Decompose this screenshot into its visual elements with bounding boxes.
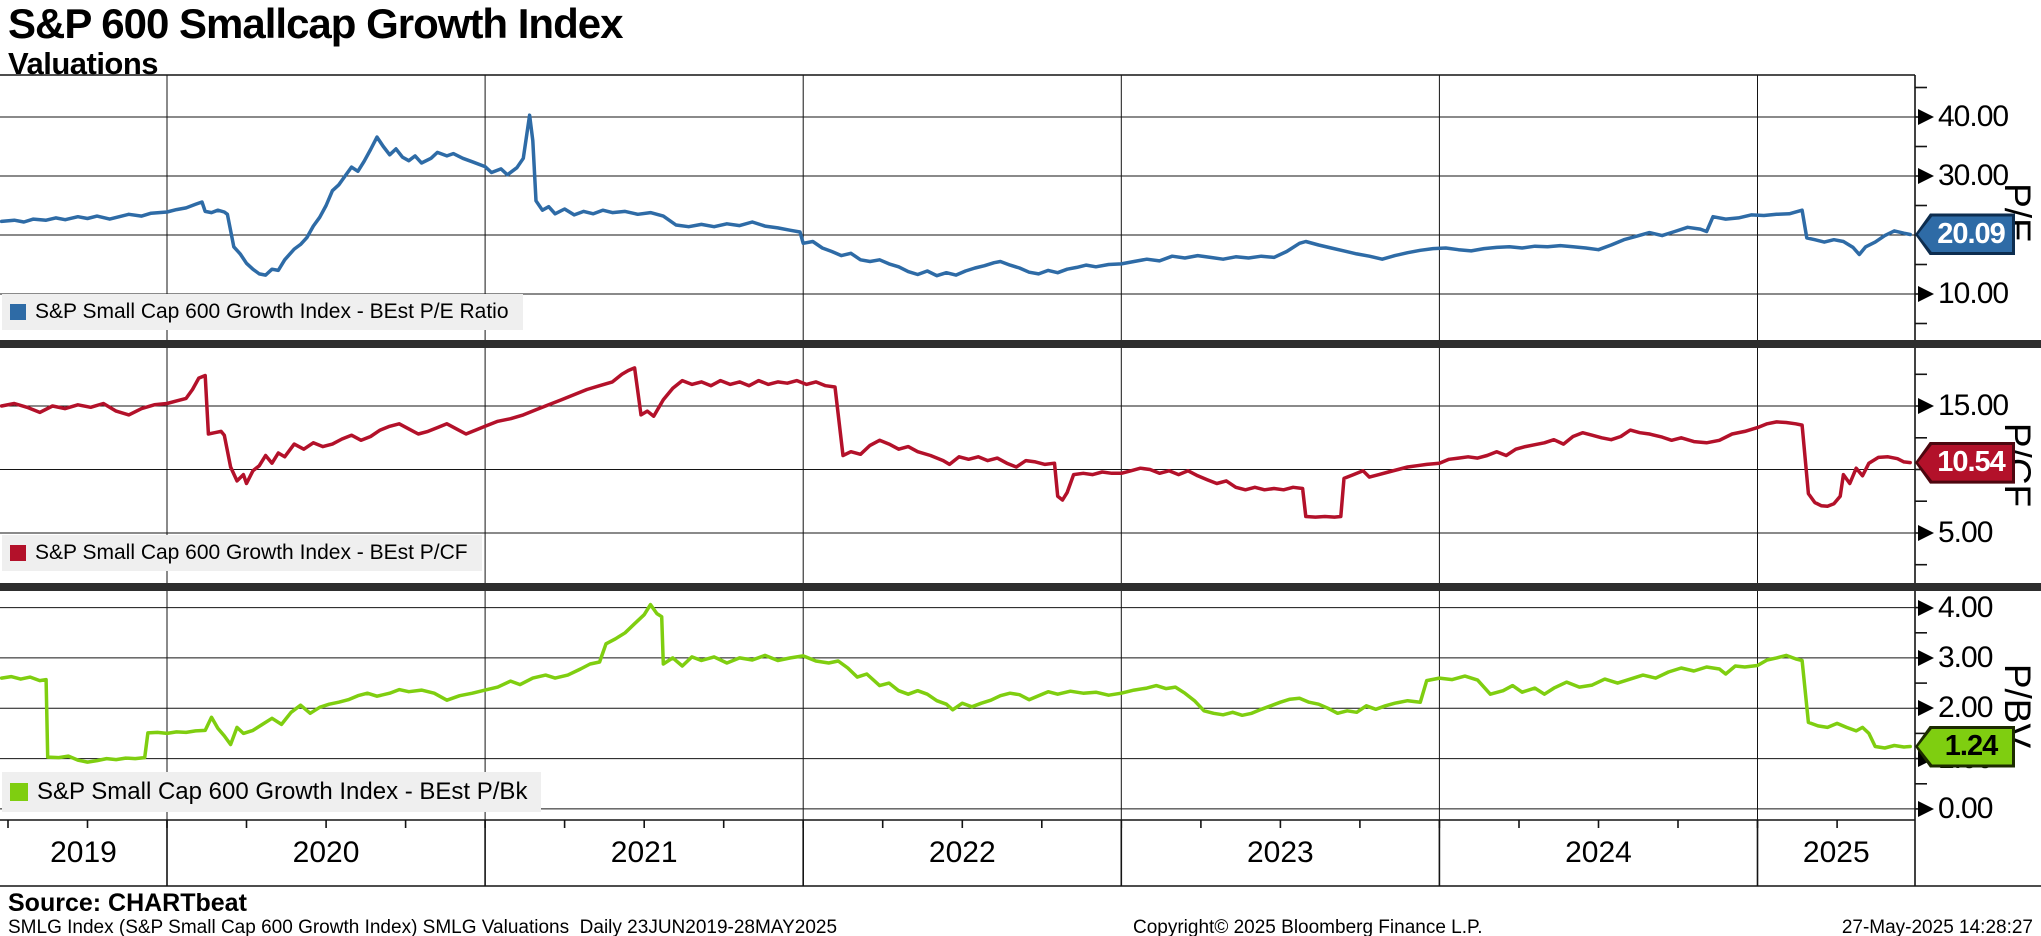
- pbv-legend[interactable]: S&P Small Cap 600 Growth Index - BEst P/…: [2, 772, 542, 812]
- y-axis-tick-label: 40.00: [1918, 100, 2009, 134]
- tick-arrow-icon: [1918, 524, 1934, 541]
- tick-arrow-icon: [1918, 700, 1934, 717]
- pbv-legend-swatch-icon: [10, 783, 28, 801]
- tick-arrow-icon: [1918, 398, 1934, 415]
- x-axis-year-label: 2021: [610, 836, 678, 869]
- y-axis-tick-label: 0.00: [1918, 792, 1993, 826]
- y-axis-tick-label: 10.00: [1918, 277, 2009, 311]
- x-axis-year-label: 2023: [1247, 836, 1314, 869]
- pe-legend-swatch-icon: [10, 304, 26, 320]
- copyright-text: Copyright© 2025 Bloomberg Finance L.P.: [1133, 917, 1483, 936]
- tick-arrow-icon: [1918, 167, 1934, 184]
- pe-legend[interactable]: S&P Small Cap 600 Growth Index - BEst P/…: [2, 294, 523, 330]
- pbv-current-value-badge: 1.24: [1915, 725, 2015, 768]
- panel-separator-1: [0, 340, 2041, 348]
- tick-arrow-icon: [1918, 649, 1934, 666]
- x-axis-year-label: 2024: [1565, 836, 1632, 869]
- source-label: Source: CHARTbeat: [8, 889, 247, 917]
- page-title: S&P 600 Smallcap Growth Index: [8, 0, 623, 47]
- pcf-panel-plot[interactable]: [0, 348, 1915, 583]
- pcf-legend-label: S&P Small Cap 600 Growth Index - BEst P/…: [35, 541, 468, 564]
- y-axis-tick-label: 5.00: [1918, 516, 1993, 550]
- y-axis-tick-label: 15.00: [1918, 389, 2009, 423]
- x-axis-year-label: 2020: [292, 836, 360, 869]
- pe-panel-plot[interactable]: [0, 75, 1915, 340]
- pbv-legend-label: S&P Small Cap 600 Growth Index - BEst P/…: [37, 778, 528, 805]
- timestamp: 27-May-2025 14:28:27: [1841, 917, 2033, 936]
- y-axis-tick-label: 30.00: [1918, 159, 2009, 193]
- y-axis-tick-label: 2.00: [1918, 691, 1993, 725]
- y-axis-tick-label: 4.00: [1918, 591, 1993, 625]
- x-axis-year-label: 2025: [1802, 836, 1870, 869]
- pcf-current-value: 10.54: [1918, 444, 2012, 481]
- x-axis-year-label: 2019: [50, 836, 117, 869]
- x-axis-labels: 2019 2020 2021 2022 2023 2024 2025: [0, 820, 2041, 886]
- chart-description: SMLG Index (S&P Small Cap 600 Growth Ind…: [8, 917, 838, 936]
- pcf-legend-swatch-icon: [10, 545, 26, 561]
- pbv-current-value: 1.24: [1918, 728, 2012, 765]
- tick-arrow-icon: [1918, 599, 1934, 616]
- pcf-current-value-badge: 10.54: [1915, 441, 2015, 484]
- pcf-legend[interactable]: S&P Small Cap 600 Growth Index - BEst P/…: [2, 535, 482, 571]
- panel-separator-2: [0, 583, 2041, 591]
- pe-legend-label: S&P Small Cap 600 Growth Index - BEst P/…: [35, 300, 509, 323]
- tick-arrow-icon: [1918, 285, 1934, 302]
- pe-current-value-badge: 20.09: [1915, 213, 2015, 256]
- tick-arrow-icon: [1918, 800, 1934, 817]
- x-axis-year-label: 2022: [928, 836, 996, 869]
- pe-current-value: 20.09: [1918, 216, 2012, 253]
- tick-arrow-icon: [1918, 109, 1934, 125]
- y-axis-tick-label: 3.00: [1918, 641, 1993, 675]
